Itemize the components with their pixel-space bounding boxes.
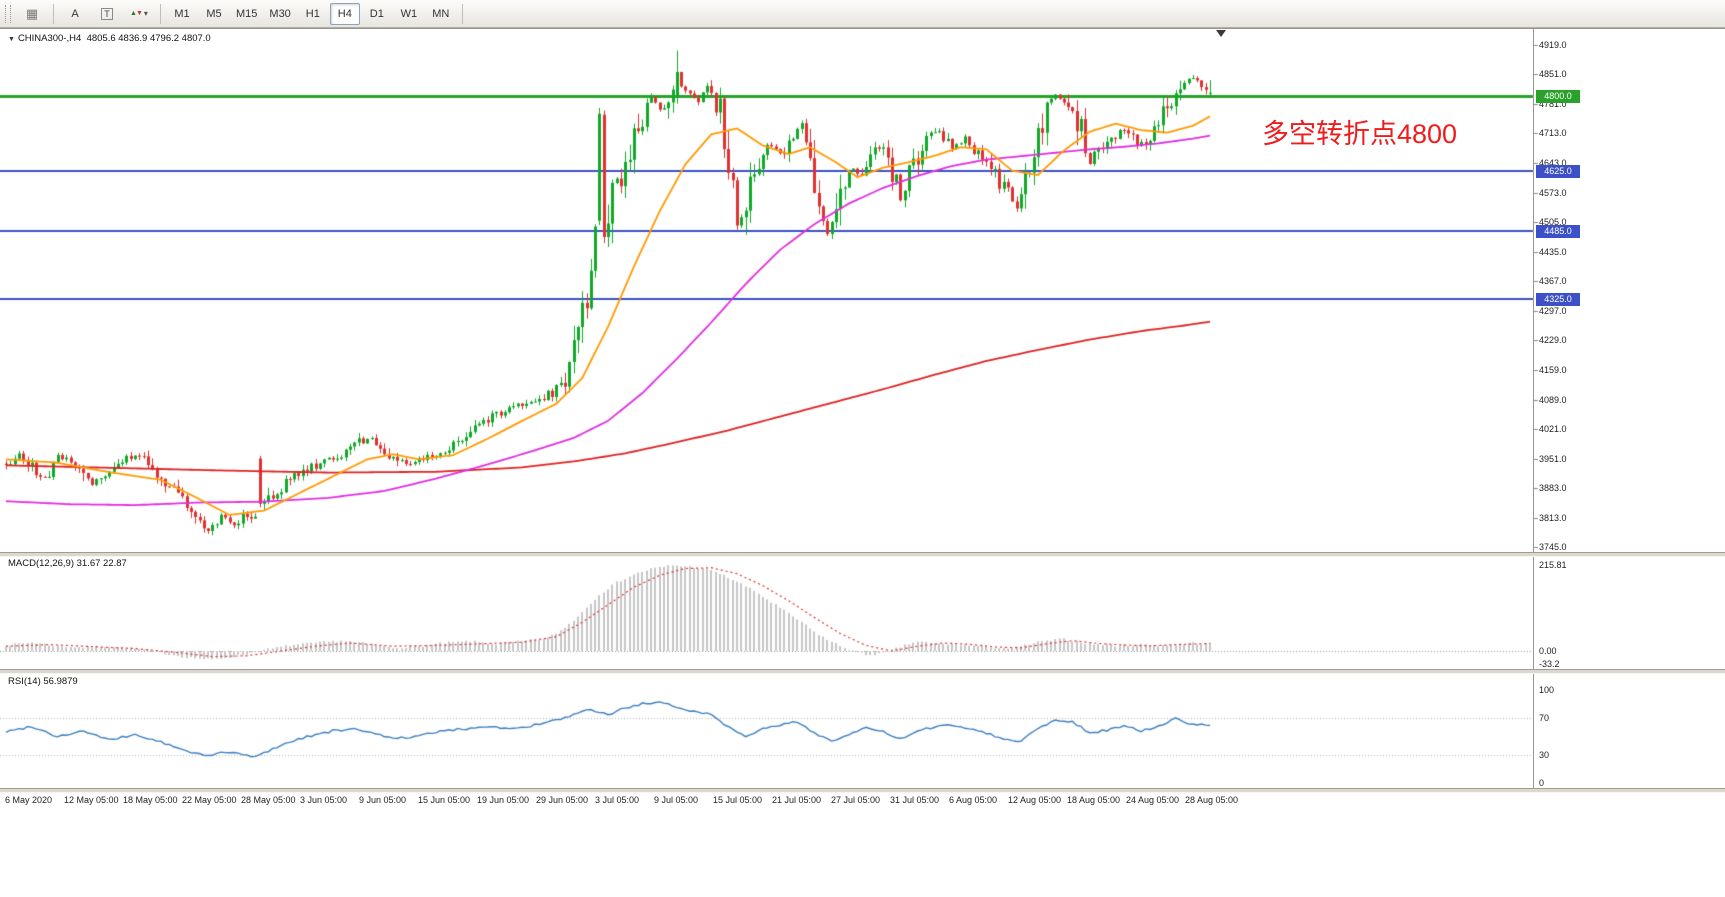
dropdown-caret-icon: ▾ [143,9,148,18]
timeframe-button-m15[interactable]: M15 [236,7,258,20]
chart-text-annotation[interactable]: 多空转折点4800 [1262,119,1458,149]
price-axis-label: 4643.0 [1539,158,1567,169]
toolbar-separator [53,3,54,24]
date-axis-label: 12 May 05:00 [64,795,119,805]
price-axis-label: 4505.0 [1539,217,1567,228]
symbol-dropdown-icon[interactable]: ▼ [8,36,15,43]
price-axis-label: 4573.0 [1539,187,1567,198]
price-level-badge: 4800.0 [1536,89,1580,103]
price-axis-label: 4713.0 [1539,128,1567,139]
grid-icon: ▦ [25,6,39,21]
timeframe-button-mn[interactable]: MN [432,7,450,20]
price-axis-label: 4021.0 [1539,423,1567,434]
price-axis-label: 4919.0 [1539,40,1567,50]
macd-pane-divider[interactable] [0,552,1725,557]
date-axis-label: 31 Jul 05:00 [890,795,940,805]
price-axis-label: 3951.0 [1539,453,1567,464]
price-axis-label: 4435.0 [1539,246,1567,257]
price-axis-label: 4367.0 [1539,276,1567,287]
price-axis-label: 3745.0 [1539,542,1567,552]
arrow-objects-dropdown[interactable]: ▲▼ ▾ [124,3,154,25]
date-axis-label: 27 Jul 05:00 [831,795,881,805]
rsi-indicator-label: RSI(14) 56.9879 [8,676,78,687]
rsi-axis-label: 0 [1539,778,1545,788]
date-axis-label: 18 May 05:00 [123,795,178,805]
macd-axis-label: 0.00 [1539,646,1557,656]
rsi-axis-label: 100 [1539,685,1555,695]
rsi-pane-divider[interactable] [0,669,1725,674]
price-level-badge: 4625.0 [1536,164,1580,178]
macd-axis-label: -33.2 [1539,659,1560,669]
price-axis-label: 3883.0 [1539,482,1567,493]
price-axis-label: 4229.0 [1539,335,1567,346]
date-axis-label: 9 Jun 05:00 [359,795,407,805]
rsi-axis-label: 70 [1539,712,1550,723]
timeframe-button-d1[interactable]: D1 [369,7,384,20]
time-axis-divider [0,788,1725,793]
price-axis-label: 4297.0 [1539,305,1567,316]
text-annotation-button[interactable]: A [60,3,90,25]
price-axis-label: 4851.0 [1539,69,1567,80]
timeframe-button-m30[interactable]: M30 [269,7,291,20]
toolbar-separator [461,3,463,24]
timeframe-button-w1[interactable]: W1 [400,7,418,20]
date-axis-label: 19 Jun 05:00 [477,795,530,805]
date-axis-label: 28 May 05:00 [241,795,296,805]
timeframe-toolbar: M1 M5 M15 M30 H1 H4 D1 W1 MN [166,2,457,25]
price-axis-label: 4781.0 [1539,99,1567,109]
price-axis-label: 4089.0 [1539,394,1567,405]
price-axis-label: 4159.0 [1539,364,1567,375]
date-axis-label: 21 Jul 05:00 [772,795,822,805]
macd-indicator-label: MACD(12,26,9) 31.67 22.87 [8,558,127,569]
label-tool-icon: T [101,7,113,20]
price-level-badge: 4325.0 [1536,292,1580,306]
date-axis-label: 29 Jun 05:00 [536,795,589,805]
date-axis-label: 15 Jul 05:00 [713,795,763,805]
date-axis-label: 6 May 2020 [5,795,53,805]
price-axis-label: 3813.0 [1539,512,1567,523]
toolbar: ▦ A T ▲▼ ▾ M1 M5 M15 M30 H1 H4 D1 W1 MN [0,0,1725,28]
arrows-icon: ▲▼ [130,10,143,17]
chart-shift-marker[interactable] [1216,30,1226,37]
date-axis-label: 6 Aug 05:00 [949,795,998,805]
timeframe-button-h1[interactable]: H1 [305,7,320,20]
timeframe-button-m5[interactable]: M5 [206,7,222,20]
text-label-button[interactable]: T [92,3,122,25]
timeframe-button-m1[interactable]: M1 [174,7,190,20]
date-axis-label: 15 Jun 05:00 [418,795,471,805]
date-axis-label: 22 May 05:00 [182,795,237,805]
date-axis-label: 28 Aug 05:00 [1185,795,1239,805]
symbol-ohlc-label: ▼ CHINA300-,H4 4805.6 4836.9 4796.2 4807.… [8,33,211,44]
date-axis-label: 9 Jul 05:00 [654,795,699,805]
toolbar-separator [160,3,161,24]
date-axis-label: 3 Jul 05:00 [595,795,640,805]
date-axis-label: 3 Jun 05:00 [300,795,348,805]
date-axis-label: 18 Aug 05:00 [1067,795,1121,805]
timeframe-button-h4[interactable]: H4 [329,2,360,25]
macd-axis-label: 215.81 [1539,560,1567,570]
price-level-badge: 4485.0 [1536,224,1580,238]
symbol-ohlc-text: CHINA300-,H4 4805.6 4836.9 4796.2 4807.0 [17,33,211,44]
text-tool-icon: A [71,7,79,20]
price-axis-border [1533,28,1534,790]
chart-window-border [0,28,1725,29]
date-axis-label: 12 Aug 05:00 [1008,795,1062,805]
grid-button[interactable]: ▦ [17,3,47,25]
rsi-axis-label: 30 [1539,750,1550,761]
date-axis-label: 24 Aug 05:00 [1126,795,1180,805]
toolbar-drag-handle[interactable] [5,4,11,23]
